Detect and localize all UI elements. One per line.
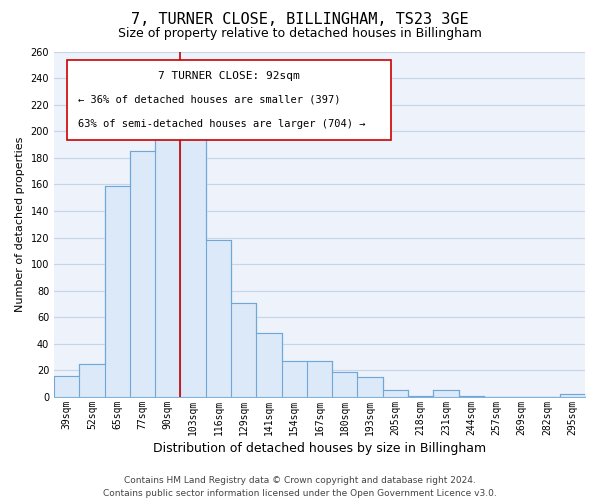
Text: 7, TURNER CLOSE, BILLINGHAM, TS23 3GE: 7, TURNER CLOSE, BILLINGHAM, TS23 3GE <box>131 12 469 28</box>
Text: 63% of semi-detached houses are larger (704) →: 63% of semi-detached houses are larger (… <box>78 119 365 129</box>
Y-axis label: Number of detached properties: Number of detached properties <box>15 136 25 312</box>
X-axis label: Distribution of detached houses by size in Billingham: Distribution of detached houses by size … <box>153 442 486 455</box>
Text: Size of property relative to detached houses in Billingham: Size of property relative to detached ho… <box>118 28 482 40</box>
Text: ← 36% of detached houses are smaller (397): ← 36% of detached houses are smaller (39… <box>78 94 340 104</box>
Text: 7 TURNER CLOSE: 92sqm: 7 TURNER CLOSE: 92sqm <box>158 70 300 81</box>
FancyBboxPatch shape <box>67 60 391 140</box>
Text: Contains HM Land Registry data © Crown copyright and database right 2024.
Contai: Contains HM Land Registry data © Crown c… <box>103 476 497 498</box>
